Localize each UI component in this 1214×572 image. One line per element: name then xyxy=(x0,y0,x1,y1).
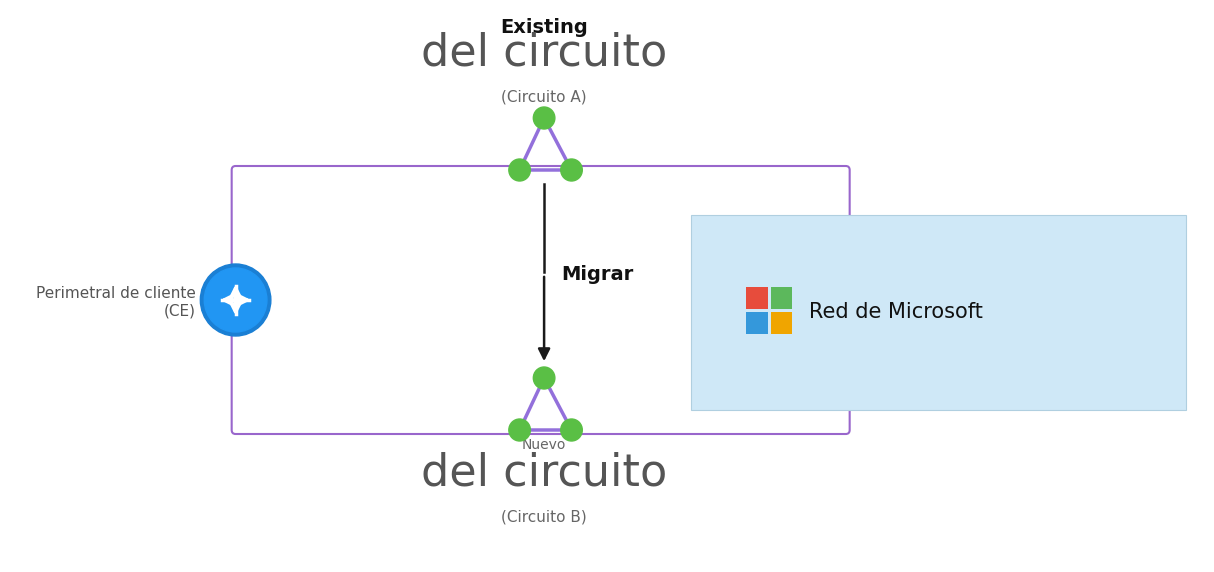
Text: Red de Microsoft: Red de Microsoft xyxy=(809,302,982,322)
Circle shape xyxy=(561,159,583,181)
Bar xyxy=(771,312,793,333)
Circle shape xyxy=(509,159,531,181)
Bar xyxy=(691,215,1186,410)
Text: Perimetral de cliente: Perimetral de cliente xyxy=(35,286,195,301)
Text: Existing: Existing xyxy=(500,18,588,37)
Bar xyxy=(747,287,768,308)
Circle shape xyxy=(509,419,531,441)
Bar xyxy=(771,287,793,308)
Text: (Circuito A): (Circuito A) xyxy=(501,90,586,105)
Text: del circuito: del circuito xyxy=(421,32,668,75)
Bar xyxy=(747,312,768,333)
Text: del circuito: del circuito xyxy=(421,452,668,495)
Text: Nuevo: Nuevo xyxy=(522,438,566,452)
Circle shape xyxy=(204,268,267,332)
Text: (Circuito B): (Circuito B) xyxy=(501,510,588,525)
Circle shape xyxy=(561,419,583,441)
Circle shape xyxy=(200,264,271,336)
Text: (CE): (CE) xyxy=(164,304,195,319)
Circle shape xyxy=(533,367,555,389)
Circle shape xyxy=(533,107,555,129)
Text: Migrar: Migrar xyxy=(562,264,634,284)
